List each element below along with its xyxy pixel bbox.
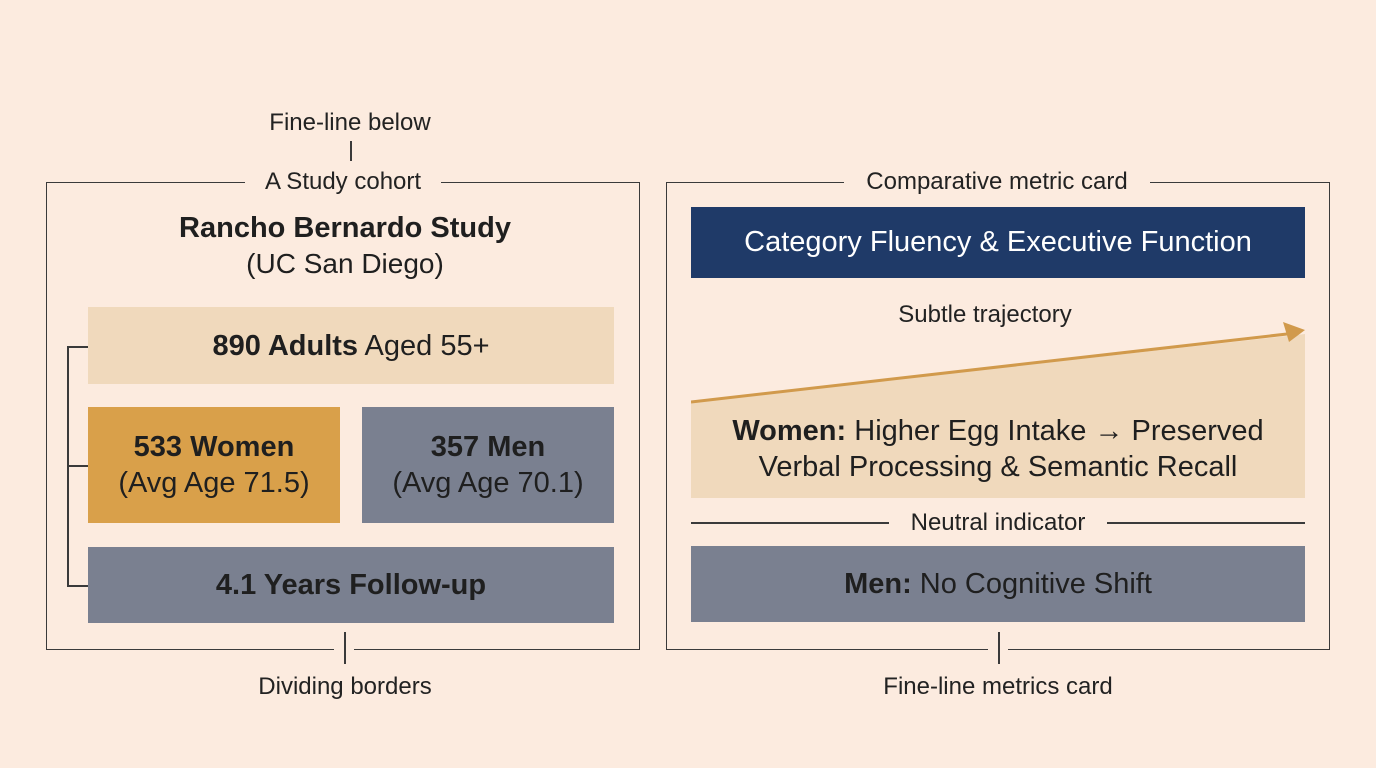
women-result-box: Women: Higher Egg Intake → Preserved Ver… — [691, 405, 1305, 493]
adults-text: 890 Adults Aged 55+ — [212, 328, 489, 364]
left-bottom-tick — [344, 632, 346, 664]
men-result-label: Men: — [844, 568, 912, 600]
right-bottom-tick — [998, 632, 1000, 664]
trajectory-band — [691, 334, 1305, 498]
men-avg-age: (Avg Age 70.1) — [392, 467, 584, 499]
bracket-tick-women — [67, 465, 88, 467]
top-note: Fine-line below — [269, 109, 431, 136]
left-bottom-note: Dividing borders — [258, 673, 432, 700]
followup-box: 4.1 Years Follow-up — [88, 547, 614, 623]
trajectory-arrow-line — [691, 332, 1288, 404]
adults-age: Aged 55+ — [358, 329, 490, 362]
followup-text: 4.1 Years Follow-up — [215, 569, 487, 601]
top-note-tick — [350, 141, 352, 161]
women-result-label: Women: — [732, 415, 847, 447]
trajectory-arrow-head — [1283, 322, 1305, 342]
men-result-box: Men: No Cognitive Shift — [691, 546, 1305, 622]
trajectory-graphic — [691, 322, 1305, 498]
bracket-tick-adults — [67, 346, 88, 348]
women-result-text: Higher Egg Intake → Preserved — [846, 415, 1264, 447]
women-box: 533 Women (Avg Age 71.5) — [88, 407, 340, 523]
study-cohort-legend: A Study cohort — [245, 168, 441, 196]
metric-header-box: Category Fluency & Executive Function — [691, 207, 1305, 278]
men-box: 357 Men (Avg Age 70.1) — [362, 407, 614, 523]
men-result-text: Men: No Cognitive Shift — [844, 566, 1152, 602]
women-result-line1: Women: Higher Egg Intake → Preserved — [732, 413, 1263, 449]
women-avg-age: (Avg Age 71.5) — [118, 467, 310, 499]
right-bottom-note: Fine-line metrics card — [883, 673, 1113, 700]
metric-card-legend: Comparative metric card — [844, 168, 1150, 196]
neutral-divider-right — [1107, 522, 1305, 524]
women-result-line2: Verbal Processing & Semantic Recall — [758, 451, 1238, 483]
women-count: 533 Women — [133, 431, 295, 463]
trajectory-label: Subtle trajectory — [898, 301, 1072, 328]
neutral-indicator-label: Neutral indicator — [910, 509, 1086, 536]
neutral-divider-left — [691, 522, 889, 524]
adults-count: 890 Adults — [212, 329, 359, 362]
study-subtitle: (UC San Diego) — [246, 248, 444, 279]
bracket-tick-followup — [67, 585, 88, 587]
men-count: 357 Men — [430, 431, 546, 463]
study-title-block: Rancho Bernardo Study (UC San Diego) — [150, 208, 540, 284]
men-result-value: No Cognitive Shift — [911, 568, 1152, 600]
metric-header: Category Fluency & Executive Function — [744, 226, 1252, 258]
adults-box: 890 Adults Aged 55+ — [88, 307, 614, 384]
study-title: Rancho Bernardo Study — [179, 212, 511, 244]
